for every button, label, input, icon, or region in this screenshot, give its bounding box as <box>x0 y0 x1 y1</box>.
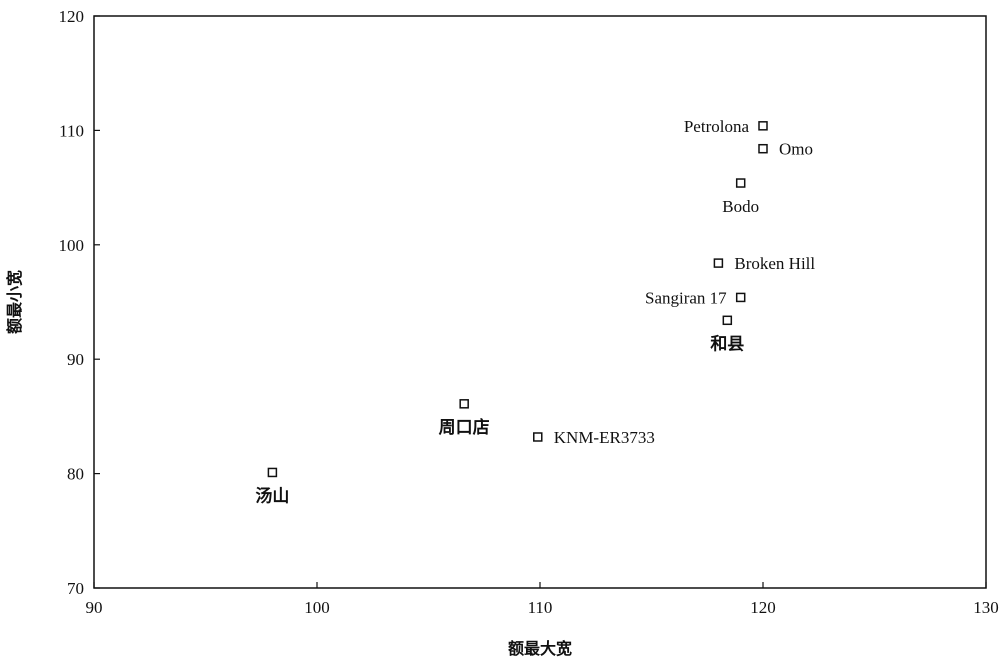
data-point-marker <box>267 467 278 478</box>
data-points: Petrolona Omo Bodo Broken Hill Sangiran 17 和县… <box>255 117 815 507</box>
x-tick-label: 110 <box>528 598 553 617</box>
data-point-marker <box>758 143 768 154</box>
x-axis-title: 额最大宽 <box>508 639 572 658</box>
data-point-marker <box>459 399 469 409</box>
data-point-label: Sangiran 17 <box>645 288 727 307</box>
data-point-marker <box>722 315 733 326</box>
y-tick-label: 90 <box>67 350 84 369</box>
data-point-label: 和县 <box>710 334 744 354</box>
y-tick-label: 70 <box>67 579 84 598</box>
data-point-marker <box>713 258 724 268</box>
data-point-label: Omo <box>779 140 813 159</box>
data-point-label: KNM-ER3733 <box>554 428 655 447</box>
data-point-label: Broken Hill <box>734 254 815 273</box>
data-point-label: Petrolona <box>684 117 750 136</box>
x-tick-label: 120 <box>750 598 776 617</box>
y-axis-title: 额最小宽 <box>5 270 24 334</box>
axis-ticks: 90 100 110 120 130 70 80 90 100 110 120 <box>59 7 999 617</box>
y-tick-label: 80 <box>67 465 84 484</box>
x-tick-label: 130 <box>973 598 999 617</box>
data-point-label: 汤山 <box>255 486 289 506</box>
data-point-marker <box>735 292 746 303</box>
data-point-label: Bodo <box>722 197 759 216</box>
y-tick-label: 110 <box>59 121 84 140</box>
data-point-label: 周口店 <box>439 417 490 438</box>
plot-frame <box>93 15 987 589</box>
data-point-marker <box>735 178 746 188</box>
data-point-marker <box>758 121 768 131</box>
x-tick-label: 100 <box>304 598 330 617</box>
x-tick-label: 90 <box>86 598 103 617</box>
y-tick-label: 100 <box>59 236 85 255</box>
data-point-marker <box>533 432 543 442</box>
y-tick-label: 120 <box>59 7 85 26</box>
